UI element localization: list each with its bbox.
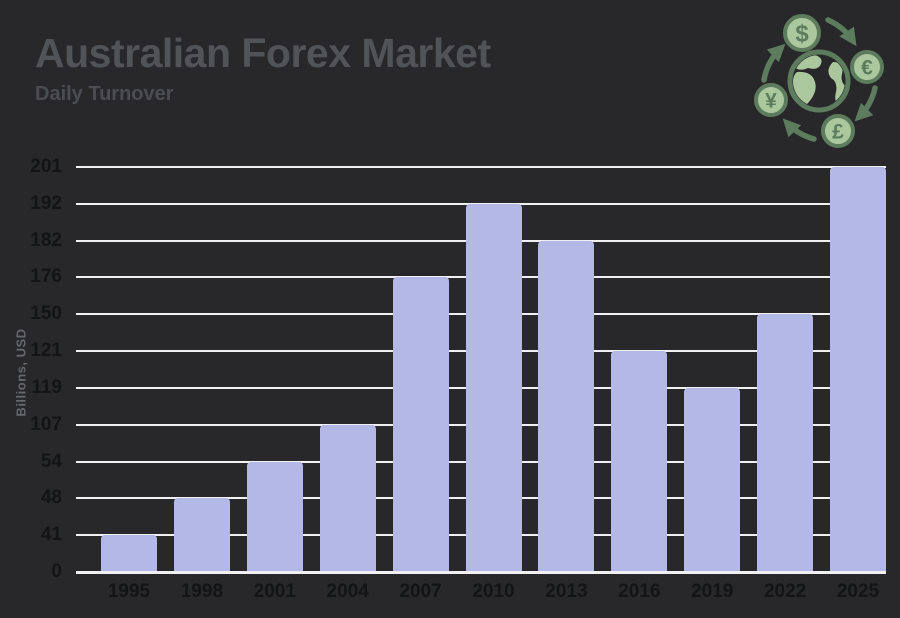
bar (246, 461, 303, 572)
x-tick-label: 2016 (618, 581, 661, 602)
x-axis-line (76, 571, 886, 574)
svg-text:$: $ (795, 21, 809, 48)
x-tick-label: 2013 (545, 581, 588, 602)
bar (611, 351, 668, 572)
header: Australian Forex Market Daily Turnover (35, 30, 491, 105)
bar (830, 167, 886, 572)
x-tick-label: 1995 (107, 581, 151, 602)
x-tick-label: 2001 (253, 581, 296, 602)
y-tick-label: 107 (30, 413, 62, 435)
bar (392, 277, 449, 572)
bar (173, 498, 230, 572)
x-tick-label: 2004 (326, 581, 369, 602)
arrow-bottom-icon (782, 118, 817, 142)
y-tick-label: 119 (31, 376, 62, 398)
y-tick-label: 192 (30, 192, 62, 214)
arrow-left-icon (761, 43, 786, 83)
y-tick-label: 176 (30, 266, 62, 288)
x-tick-label: 2010 (472, 581, 515, 602)
x-tick-label: 2007 (399, 581, 442, 602)
currency-exchange-icon: $ € £ ¥ (754, 14, 884, 148)
x-tick-label: 2025 (836, 581, 880, 602)
y-tick-label: 48 (40, 487, 62, 509)
dollar-coin-icon: $ (783, 14, 821, 52)
y-tick-label: 0 (51, 561, 62, 582)
svg-text:¥: ¥ (765, 90, 777, 113)
bar (465, 203, 522, 572)
x-tick-label: 2019 (691, 581, 734, 602)
cycle-arrows (761, 17, 878, 142)
y-tick-label: 150 (30, 303, 62, 325)
yen-coin-icon: ¥ (754, 83, 788, 117)
page-title: Australian Forex Market (35, 30, 491, 76)
svg-text:€: € (861, 57, 873, 80)
pound-coin-icon: £ (821, 114, 855, 148)
page-subtitle: Daily Turnover (35, 83, 174, 106)
svg-text:£: £ (832, 121, 844, 144)
euro-coin-icon: € (850, 50, 884, 84)
y-tick-label: 54 (40, 450, 62, 472)
x-tick-label: 1998 (180, 581, 224, 602)
y-tick-label: 121 (30, 340, 62, 362)
bar (538, 240, 595, 572)
y-tick-label: 41 (40, 524, 62, 546)
arrow-right-icon (854, 85, 878, 122)
y-tick-label: 182 (30, 229, 62, 251)
bar (684, 387, 741, 572)
y-tick-label: 201 (30, 156, 62, 177)
bar (757, 314, 814, 572)
bar (319, 424, 376, 572)
x-tick-label: 2022 (763, 581, 807, 602)
bar (101, 535, 157, 572)
globe-icon (787, 49, 851, 113)
y-axis-title: Billions, USD (13, 328, 29, 417)
gridline (76, 166, 886, 168)
arrow-top-icon (825, 17, 857, 47)
